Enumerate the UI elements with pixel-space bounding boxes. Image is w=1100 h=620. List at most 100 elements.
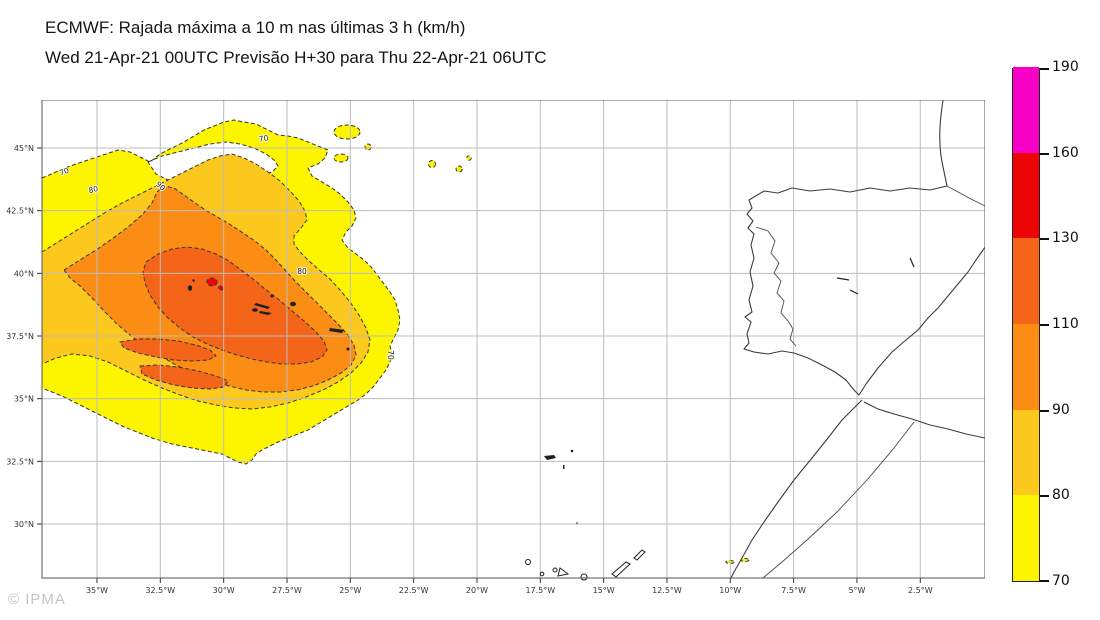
selvagens-islands — [576, 522, 578, 524]
terceira-island — [290, 301, 296, 307]
colorbar-tick-label: 160 — [1052, 144, 1079, 161]
pico-island — [259, 311, 272, 315]
x-tick-label: 30°W — [213, 586, 235, 595]
x-tick-label: 17.5°W — [525, 586, 555, 595]
santa-maria-island — [346, 347, 350, 351]
contour-speck-70 — [740, 558, 750, 562]
gust-field-contours — [41, 119, 750, 564]
lanzarote-island — [633, 549, 646, 561]
islands — [187, 279, 646, 581]
x-tick-label: 2.5°W — [908, 586, 933, 595]
sao-miguel-island — [329, 328, 344, 333]
x-tick-label: 15°W — [593, 586, 615, 595]
y-tick-label: 30°N — [14, 520, 34, 529]
africa-atlantic-coast — [730, 399, 863, 579]
colorbar-tick-label: 70 — [1052, 573, 1070, 589]
contour-speck-70 — [455, 165, 463, 173]
colorbar-tick-label: 80 — [1052, 487, 1070, 504]
desertas-islands — [563, 465, 565, 469]
colorbar-tick-label: 110 — [1052, 316, 1079, 332]
colorbar-tick-label: 190 — [1052, 59, 1079, 75]
colorbar-legend: 70 80 90 110 130 160 190 — [1012, 59, 1100, 589]
contour-speck-70 — [466, 155, 472, 161]
chart-title: ECMWF: Rajada máxima a 10 m nas últimas … — [45, 18, 466, 37]
x-tick-label: 12.5°W — [652, 586, 682, 595]
colorbar-segment-70-80 — [1013, 495, 1039, 581]
x-tick-label: 35°W — [86, 586, 108, 595]
contour-speck-70 — [364, 143, 372, 151]
la-gomera-island — [552, 567, 558, 573]
x-tick-label: 20°W — [466, 586, 488, 595]
contour-label-80: 80 — [88, 184, 100, 195]
madeira-island — [544, 455, 556, 460]
colorbar-tick — [1040, 68, 1049, 70]
inland-terrain-mark — [849, 289, 859, 295]
contour-speck-70 — [428, 160, 436, 168]
graciosa-island — [270, 294, 274, 298]
map-frame-border — [41, 100, 985, 579]
chart-subtitle: Wed 21-Apr-21 00UTC Previsão H+30 para T… — [45, 48, 547, 67]
tenerife-island — [557, 567, 570, 577]
colorbar-segment-110-130 — [1013, 238, 1039, 324]
contour-label-70: 70 — [258, 133, 269, 143]
x-tick-label: 27.5°W — [272, 586, 302, 595]
el-hierro-island — [539, 571, 545, 577]
spain-france-border — [946, 185, 985, 207]
x-tick-label: 32.5°W — [145, 586, 175, 595]
iberia-france-coast — [743, 100, 985, 396]
portugal-spain-border — [755, 226, 797, 347]
contour-speck-70 — [333, 153, 349, 163]
y-tick-label: 45°N — [14, 144, 34, 153]
colorbar-tick-label: 90 — [1052, 401, 1070, 418]
contour-strip-110 — [139, 364, 229, 390]
fuerteventura-island — [611, 561, 631, 578]
contour-region-130 — [218, 285, 224, 291]
colorbar-tick — [1040, 152, 1049, 155]
corvo-island — [192, 279, 195, 282]
sao-jorge-island — [254, 303, 270, 309]
x-tick-label: 25°W — [339, 586, 361, 595]
contour-region-130 — [206, 277, 218, 287]
contour-region-110 — [142, 246, 328, 365]
africa-mediterranean-coast — [863, 401, 985, 439]
y-tick-label: 42.5°N — [6, 207, 34, 216]
colorbar-tick — [1040, 324, 1049, 326]
y-tick-label: 40°N — [14, 269, 34, 278]
ipma-watermark: © IPMA — [8, 591, 66, 608]
colorbar-segment-130-160 — [1013, 152, 1039, 239]
inland-terrain-mark — [909, 257, 915, 268]
contour-label-70: 70 — [58, 166, 70, 178]
gran-canaria-island — [580, 573, 588, 581]
flores-island — [187, 285, 193, 291]
x-tick-label: 7.5°W — [781, 586, 806, 595]
x-tick-label: 5°W — [848, 586, 865, 595]
colorbar-segment-80-90 — [1013, 409, 1039, 496]
la-palma-island — [525, 559, 531, 565]
porto-santo-island — [570, 449, 574, 453]
x-tick-label: 22.5°W — [399, 586, 429, 595]
gridlines — [42, 100, 985, 578]
faial-island — [252, 308, 258, 312]
coastlines — [730, 100, 985, 579]
colorbar — [1012, 67, 1040, 582]
colorbar-tick — [1040, 409, 1049, 412]
y-tick-label: 32.5°N — [6, 457, 34, 466]
contour-speck-70 — [333, 124, 361, 140]
contour-label-80: 80 — [297, 267, 307, 276]
axis-ticks: 35°W 32.5°W 30°W 27.5°W 25°W 22.5°W 20°W 17.5°W… — [6, 144, 932, 595]
y-tick-label: 35°N — [14, 395, 34, 404]
colorbar-segment-160-190 — [1013, 67, 1039, 153]
colorbar-tick — [1040, 580, 1049, 582]
colorbar-segment-90-110 — [1013, 324, 1039, 410]
x-tick-label: 10°W — [719, 586, 741, 595]
inland-terrain-mark — [836, 277, 850, 281]
morocco-algeria-border — [762, 421, 915, 579]
contour-strip-110 — [119, 338, 217, 362]
y-tick-label: 37.5°N — [6, 332, 34, 341]
contour-label-70: 70 — [386, 350, 395, 360]
chart-title-block: ECMWF: Rajada máxima a 10 m nas últimas … — [45, 16, 547, 70]
colorbar-tick — [1040, 495, 1049, 498]
colorbar-tick-label: 130 — [1052, 230, 1079, 247]
